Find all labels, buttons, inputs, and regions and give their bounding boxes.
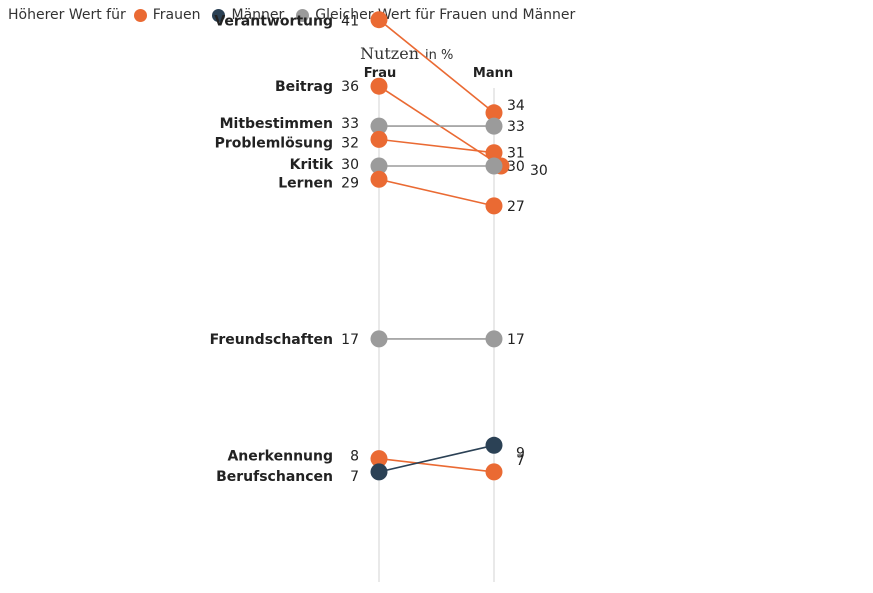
slope-line-anerkennung (378, 457, 495, 473)
value-label-frau-kritik: 30 (341, 157, 359, 173)
category-label-freundschaften: Freundschaften (210, 332, 333, 348)
dot-frau-verantwortung (370, 11, 388, 29)
legend-item-maenner: Männer (212, 7, 284, 23)
value-label-mann-berufschancen: 9 (516, 445, 525, 461)
slope-line-lernen (378, 178, 495, 207)
value-label-frau-anerkennung: 8 (350, 449, 359, 465)
dot-frau-lernen (370, 170, 388, 188)
legend-label-frauen: Frauen (152, 7, 201, 23)
value-label-frau-verantwortung: 41 (341, 14, 359, 30)
dot-mann-kritik (485, 157, 503, 175)
value-label-mann-lernen: 27 (507, 199, 525, 215)
legend-dot-gleich (296, 8, 310, 22)
dot-frau-berufschancen (370, 463, 388, 481)
value-label-mann-beitrag: 30 (530, 163, 548, 179)
slope-dots (370, 11, 510, 481)
legend-dot-frauen (133, 8, 147, 22)
slope-line-verantwortung (378, 19, 495, 114)
value-label-mann-freundschaften: 17 (507, 332, 525, 348)
chart-unit: in % (425, 48, 453, 63)
dot-frau-anerkennung (370, 450, 388, 468)
chart-title: Nutzen (360, 44, 419, 63)
slope-lines (378, 19, 502, 473)
dot-frau-problemloesung (370, 130, 388, 148)
dot-frau-freundschaften (370, 330, 388, 348)
category-label-berufschancen: Berufschancen (216, 469, 333, 485)
category-label-anerkennung: Anerkennung (227, 449, 333, 465)
legend-lead: Höherer Wert für (8, 7, 126, 23)
category-label-beitrag: Beitrag (275, 79, 333, 95)
dot-mann-mitbestimmen (485, 117, 503, 135)
legend-label-maenner: Männer (231, 7, 285, 23)
slope-line-problemloesung (378, 138, 495, 154)
value-label-frau-mitbestimmen: 33 (341, 116, 359, 132)
value-label-frau-problemloesung: 32 (341, 135, 359, 151)
dot-frau-beitrag (370, 77, 388, 95)
dot-mann-problemloesung (485, 144, 503, 162)
column-header-frau: Frau (364, 66, 397, 81)
category-label-kritik: Kritik (290, 157, 334, 173)
value-label-frau-beitrag: 36 (341, 79, 359, 95)
value-label-mann-kritik: 30 (507, 159, 525, 175)
dot-mann-berufschancen (485, 436, 503, 454)
dot-mann-anerkennung (485, 463, 503, 481)
value-label-mann-verantwortung: 34 (507, 98, 525, 114)
dot-frau-kritik (370, 157, 388, 175)
slope-line-berufschancen (378, 444, 495, 473)
dot-frau-mitbestimmen (370, 117, 388, 135)
value-label-frau-berufschancen: 7 (350, 469, 359, 485)
value-label-frau-freundschaften: 17 (341, 332, 359, 348)
category-label-mitbestimmen: Mitbestimmen (220, 116, 333, 132)
legend-dot-maenner (212, 8, 226, 22)
value-label-frau-lernen: 29 (341, 175, 359, 191)
legend-item-frauen: Frauen (133, 7, 201, 23)
slope-labels: Verantwortung 41 34 Beitrag 36 30 Mitbestimmen… (210, 14, 548, 485)
column-header-mann: Mann (473, 66, 513, 81)
category-label-problemloesung: Problemlösung (215, 135, 333, 151)
category-label-verantwortung: Verantwortung (214, 14, 333, 30)
dot-mann-verantwortung (485, 104, 503, 122)
category-label-lernen: Lernen (278, 175, 333, 191)
value-label-mann-mitbestimmen: 33 (507, 119, 525, 135)
dot-mann-freundschaften (485, 330, 503, 348)
value-label-mann-problemloesung: 31 (507, 146, 525, 162)
value-label-mann-anerkennung: 7 (516, 453, 525, 469)
dot-mann-lernen (485, 197, 503, 215)
